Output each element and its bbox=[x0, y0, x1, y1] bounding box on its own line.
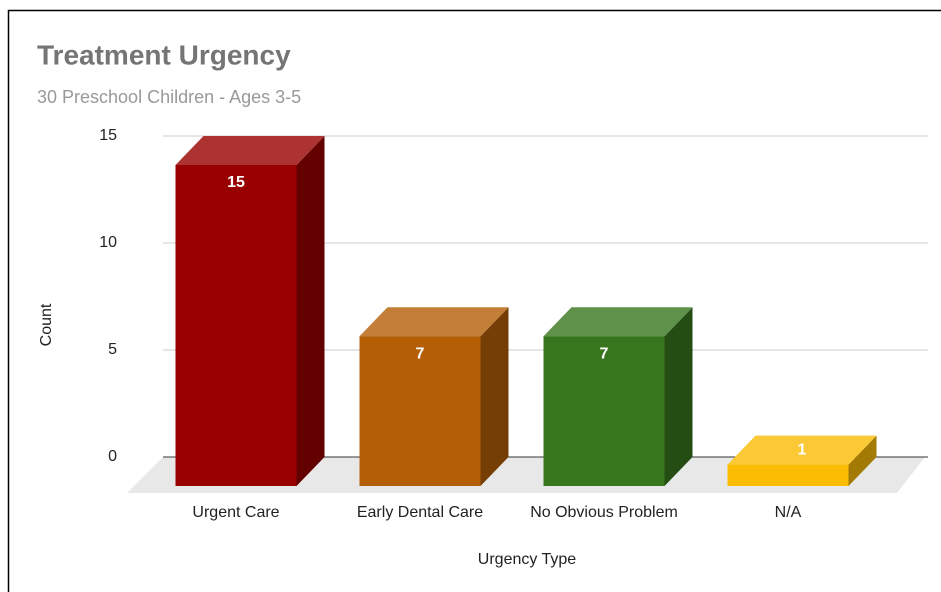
bar bbox=[727, 464, 849, 486]
value-label: 15 bbox=[227, 174, 245, 191]
chart-subtitle: 30 Preschool Children - Ages 3-5 bbox=[37, 87, 301, 107]
bar bbox=[175, 165, 297, 486]
y-tick-label: 5 bbox=[108, 341, 117, 358]
bar-side bbox=[480, 307, 509, 486]
y-tick-label: 15 bbox=[99, 127, 117, 144]
y-axis-label: Count bbox=[38, 303, 55, 346]
frame bbox=[7, 9, 941, 592]
x-tick-label: Urgent Care bbox=[192, 504, 279, 521]
bar-side bbox=[664, 307, 693, 486]
bar-top bbox=[543, 307, 693, 337]
value-label: 7 bbox=[416, 345, 425, 362]
chart-title: Treatment Urgency bbox=[37, 39, 291, 70]
bar-top bbox=[175, 136, 325, 165]
y-tick-label: 0 bbox=[108, 448, 117, 465]
bar-top bbox=[359, 307, 509, 337]
bar bbox=[359, 336, 481, 486]
x-tick-label: No Obvious Problem bbox=[530, 504, 678, 521]
value-label: 1 bbox=[798, 441, 807, 458]
y-tick-label: 10 bbox=[99, 234, 117, 251]
value-label: 7 bbox=[600, 345, 609, 362]
bar-side bbox=[848, 435, 877, 486]
x-tick-label: Early Dental Care bbox=[357, 504, 483, 521]
bar-top bbox=[727, 435, 877, 465]
x-tick-label: N/A bbox=[775, 504, 802, 521]
floor bbox=[127, 457, 925, 493]
bar bbox=[543, 336, 665, 486]
bar-side bbox=[296, 136, 325, 486]
x-axis-label: Urgency Type bbox=[478, 551, 577, 568]
